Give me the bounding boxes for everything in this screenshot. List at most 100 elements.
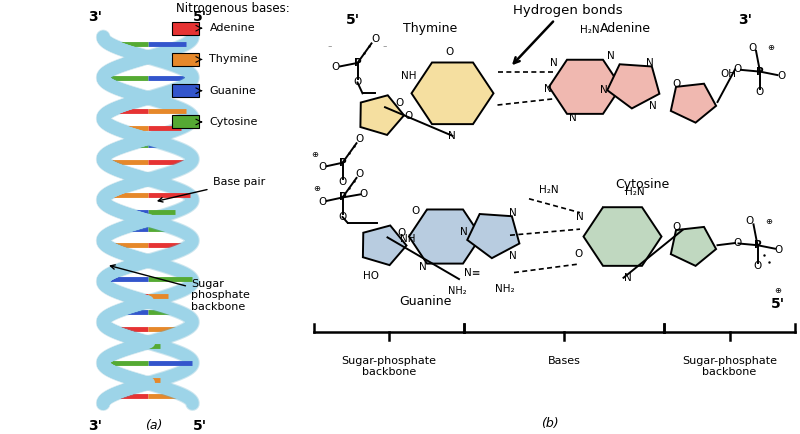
Text: 3': 3' [738,13,752,26]
Text: Thymine: Thymine [210,54,258,65]
Text: Hydrogen bonds: Hydrogen bonds [513,4,622,17]
Text: ⊕: ⊕ [313,184,320,193]
Text: O: O [398,228,406,238]
Text: O: O [777,71,785,81]
Text: (a): (a) [146,419,162,432]
Text: (b): (b) [541,417,559,430]
Text: O: O [574,249,582,259]
Bar [173,22,198,35]
Text: Bases: Bases [547,356,581,366]
Text: N: N [509,251,516,261]
Polygon shape [671,227,716,266]
Text: H₂N: H₂N [580,25,600,36]
Text: 5': 5' [193,419,207,433]
Polygon shape [409,210,481,263]
Text: O: O [672,79,681,89]
Text: ⊕: ⊕ [311,150,318,158]
Text: N: N [550,58,558,68]
Text: Sugar
phosphate
backbone: Sugar phosphate backbone [110,265,250,312]
Text: N: N [418,262,426,272]
Text: O: O [734,238,742,248]
Text: O: O [756,87,764,98]
Bar [173,84,198,97]
Text: N: N [544,84,551,94]
Text: O: O [318,197,326,207]
Text: 5': 5' [770,297,785,311]
Text: Base pair: Base pair [158,177,265,202]
Text: N≡: N≡ [464,268,481,279]
Text: P: P [338,158,346,168]
Polygon shape [360,95,404,135]
Text: Guanine: Guanine [210,85,256,96]
Text: N: N [448,131,455,141]
Text: HO: HO [363,271,379,282]
Text: O: O [412,206,420,217]
Text: O: O [359,189,368,199]
Bar [173,53,198,66]
Text: Guanine: Guanine [399,295,451,308]
Text: N: N [649,101,656,112]
Text: N: N [607,50,615,61]
Text: H₂N: H₂N [625,187,645,197]
Text: O: O [356,134,364,144]
Text: P: P [338,192,346,203]
Polygon shape [363,226,406,265]
Text: O: O [338,212,346,222]
Text: O: O [746,216,754,227]
Text: N: N [646,58,654,68]
Text: O: O [404,111,413,121]
Text: N: N [569,113,576,123]
Text: Nitrogenous bases:: Nitrogenous bases: [175,2,290,15]
Text: N: N [509,207,516,218]
Text: ⁻: ⁻ [328,43,332,52]
Text: NH₂: NH₂ [495,283,515,294]
Text: 3': 3' [89,419,102,433]
Text: O: O [338,177,346,187]
Text: Thymine: Thymine [403,22,457,35]
Text: Adenine: Adenine [210,23,255,33]
Polygon shape [467,214,519,258]
Text: 5': 5' [193,10,207,24]
Polygon shape [411,62,494,124]
Text: O: O [354,77,362,88]
Text: O: O [672,222,681,232]
Text: OH: OH [720,69,736,79]
Text: 3': 3' [89,10,102,24]
Polygon shape [583,207,662,266]
Text: O: O [774,244,782,255]
Text: O: O [331,62,339,72]
Text: 5': 5' [346,13,359,26]
Polygon shape [549,60,621,114]
Text: N: N [600,85,608,95]
Text: O: O [318,162,326,172]
Text: O: O [371,34,379,44]
Text: N: N [624,273,631,283]
Polygon shape [607,64,659,108]
Text: ⊕: ⊕ [767,43,774,52]
Text: ⁻: ⁻ [383,43,387,52]
Text: ⊕: ⊕ [765,217,772,226]
Text: H₂N: H₂N [539,185,559,195]
Text: O: O [734,64,742,75]
Text: P: P [756,66,764,77]
Text: O: O [395,98,403,108]
Bar [173,115,198,128]
Text: NH₂: NH₂ [448,286,467,296]
Text: Adenine: Adenine [599,22,650,35]
Text: ⊕: ⊕ [774,286,781,295]
Text: O: O [356,168,364,179]
Text: Cytosine: Cytosine [210,117,258,127]
Text: Sugar-phosphate
backbone: Sugar-phosphate backbone [342,356,437,378]
Polygon shape [671,84,716,123]
Text: N: N [460,227,468,237]
Text: NH: NH [400,233,415,244]
Text: Sugar-phosphate
backbone: Sugar-phosphate backbone [682,356,777,378]
Text: N: N [576,212,584,222]
Text: Cytosine: Cytosine [615,178,670,191]
Text: O: O [446,47,454,57]
Text: NH: NH [401,71,416,81]
Text: O: O [748,43,757,53]
Text: O: O [754,261,762,271]
Text: P: P [754,240,762,250]
Text: P: P [354,58,362,68]
